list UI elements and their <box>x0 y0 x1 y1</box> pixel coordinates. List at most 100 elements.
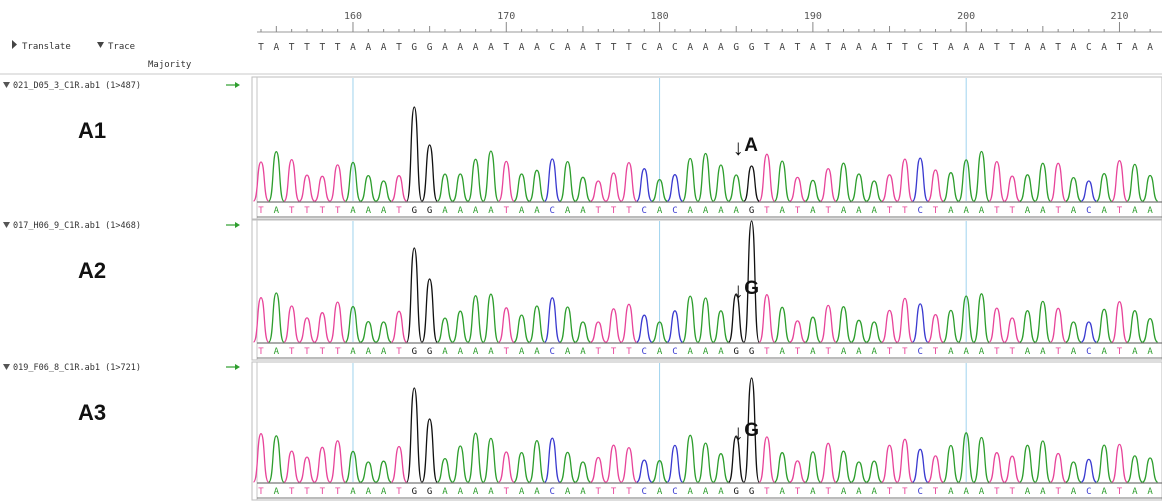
base-call: A <box>1040 487 1046 497</box>
base-call: A <box>1101 347 1107 357</box>
base-call: A <box>488 487 494 497</box>
base-call: A <box>1147 487 1153 497</box>
base-call: A <box>565 487 571 497</box>
base-call: A <box>1132 487 1138 497</box>
majority-base: A <box>1040 42 1046 53</box>
ruler-tick-label: 170 <box>497 11 515 22</box>
trace-peak <box>697 297 714 343</box>
base-call: A <box>1147 347 1153 357</box>
base-call: A <box>718 206 724 216</box>
track-collapse-icon[interactable] <box>3 364 10 370</box>
trace-peak <box>252 297 270 343</box>
collapse-triangle-icon[interactable] <box>97 42 104 48</box>
base-call: A <box>366 347 372 357</box>
trace-peak <box>1004 317 1021 343</box>
trace-peak <box>436 173 453 202</box>
track-collapse-icon[interactable] <box>3 82 10 88</box>
translate-label[interactable]: Translate <box>22 42 71 52</box>
base-call: A <box>473 347 479 357</box>
base-call: T <box>504 206 510 216</box>
track-collapse-icon[interactable] <box>3 222 10 228</box>
trace-peak <box>498 307 515 343</box>
trace-peak <box>344 305 362 343</box>
trace-peak <box>958 432 975 483</box>
trace-peak <box>942 309 960 343</box>
base-call: T <box>596 347 602 357</box>
majority-base: A <box>718 42 724 53</box>
base-call: A <box>381 206 387 216</box>
trace-peak <box>682 434 699 483</box>
base-call: C <box>642 487 647 497</box>
trace-peak <box>590 180 607 202</box>
trace-peak <box>789 460 806 483</box>
chromatogram-frame <box>251 219 1162 361</box>
trace-peak <box>1080 180 1097 202</box>
base-call: A <box>856 487 862 497</box>
ruler-tick-label: 210 <box>1110 11 1128 22</box>
majority-base: A <box>1025 42 1031 53</box>
base-call: A <box>565 347 571 357</box>
base-call: C <box>550 206 555 216</box>
trace-peak <box>896 297 914 343</box>
trace-peak <box>467 158 484 202</box>
base-call: A <box>366 487 372 497</box>
trace-peak <box>513 173 530 202</box>
base-call: T <box>825 206 831 216</box>
trace-tracks: 021_D05_3_C1R.ab1 (1>487)A1T A T T T T A A A T G G A… <box>3 76 1162 501</box>
trace-peak <box>697 442 714 483</box>
base-call: T <box>320 347 326 357</box>
trace-peak <box>482 293 500 343</box>
trace-file-label[interactable]: 021_D05_3_C1R.ab1 (1>487) <box>13 81 141 91</box>
base-call: C <box>642 347 647 357</box>
trace-file-label[interactable]: 017_H06_9_C1R.ab1 (1>468) <box>13 221 141 231</box>
base-call: A <box>780 487 786 497</box>
majority-base: A <box>442 42 448 53</box>
base-call: A <box>1071 347 1077 357</box>
majority-base: A <box>687 42 693 53</box>
base-call: T <box>335 347 341 357</box>
trace-peak <box>1050 162 1067 202</box>
trace-peak <box>636 459 653 483</box>
base-call: A <box>534 347 540 357</box>
trace-peak <box>958 159 975 202</box>
base-call: A <box>1132 206 1138 216</box>
base-call: T <box>611 487 617 497</box>
majority-base: T <box>902 42 908 53</box>
trace-peak <box>927 313 944 343</box>
base-call: T <box>626 487 632 497</box>
majority-base: A <box>779 42 785 53</box>
trace-peak <box>896 438 914 483</box>
base-call: T <box>596 487 602 497</box>
trace-peak <box>912 448 929 483</box>
base-call: A <box>979 487 985 497</box>
base-call: T <box>396 487 402 497</box>
trace-peak <box>988 160 1005 202</box>
base-call: A <box>718 347 724 357</box>
trace-peak <box>973 150 990 202</box>
trace-file-label[interactable]: 019_F06_8_C1R.ab1 (1>721) <box>13 363 141 373</box>
arrow-right-icon-head[interactable] <box>235 82 240 88</box>
trace-peak <box>482 437 500 483</box>
base-call: A <box>810 206 816 216</box>
trace-peak <box>1111 443 1128 483</box>
base-call: G <box>412 347 417 357</box>
majority-base: C <box>549 42 555 53</box>
base-call: T <box>289 487 295 497</box>
trace-peak <box>896 158 914 202</box>
base-call: A <box>963 206 969 216</box>
ruler-tick-label: 180 <box>651 11 669 22</box>
trace-peak <box>774 306 791 343</box>
majority-base: A <box>273 42 279 53</box>
base-call: A <box>856 206 862 216</box>
base-call: T <box>994 206 1000 216</box>
trace-label[interactable]: Trace <box>108 42 135 52</box>
base-call: T <box>887 487 893 497</box>
base-call: T <box>258 206 264 216</box>
arrow-right-icon-head[interactable] <box>235 222 240 228</box>
trace-peak <box>1065 176 1082 202</box>
arrow-right-icon-head[interactable] <box>235 364 240 370</box>
base-call: C <box>550 347 555 357</box>
expand-triangle-icon[interactable] <box>12 40 17 49</box>
majority-base: T <box>825 42 831 53</box>
